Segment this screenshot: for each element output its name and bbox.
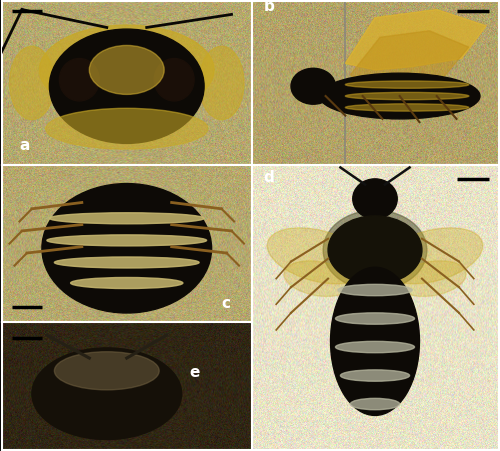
Ellipse shape xyxy=(50,213,204,224)
Polygon shape xyxy=(346,9,486,70)
Ellipse shape xyxy=(328,216,422,284)
Text: b: b xyxy=(264,0,274,14)
Polygon shape xyxy=(346,9,486,70)
Polygon shape xyxy=(350,31,469,83)
Ellipse shape xyxy=(42,184,211,313)
Ellipse shape xyxy=(291,68,336,104)
Ellipse shape xyxy=(50,29,204,143)
Ellipse shape xyxy=(346,104,469,111)
Ellipse shape xyxy=(320,73,480,119)
Ellipse shape xyxy=(199,46,244,120)
Text: c: c xyxy=(222,296,230,311)
Ellipse shape xyxy=(346,92,469,100)
Ellipse shape xyxy=(323,210,427,290)
Ellipse shape xyxy=(46,108,208,149)
Ellipse shape xyxy=(336,341,414,353)
Ellipse shape xyxy=(398,261,466,296)
Ellipse shape xyxy=(32,348,182,439)
Ellipse shape xyxy=(54,257,199,268)
Ellipse shape xyxy=(40,25,214,115)
Ellipse shape xyxy=(346,81,469,88)
Ellipse shape xyxy=(350,398,400,410)
Ellipse shape xyxy=(90,46,164,94)
Ellipse shape xyxy=(340,370,409,381)
Ellipse shape xyxy=(10,46,54,120)
Ellipse shape xyxy=(336,313,414,324)
Ellipse shape xyxy=(330,267,420,415)
Ellipse shape xyxy=(154,59,194,101)
Ellipse shape xyxy=(47,235,206,246)
Ellipse shape xyxy=(267,228,369,284)
Ellipse shape xyxy=(353,179,397,219)
Ellipse shape xyxy=(54,352,159,390)
Ellipse shape xyxy=(70,277,183,289)
Ellipse shape xyxy=(60,59,100,101)
Text: d: d xyxy=(264,170,274,184)
Ellipse shape xyxy=(284,261,352,296)
Ellipse shape xyxy=(381,228,483,284)
Text: e: e xyxy=(189,365,200,380)
Text: a: a xyxy=(20,138,30,153)
Ellipse shape xyxy=(338,284,412,296)
